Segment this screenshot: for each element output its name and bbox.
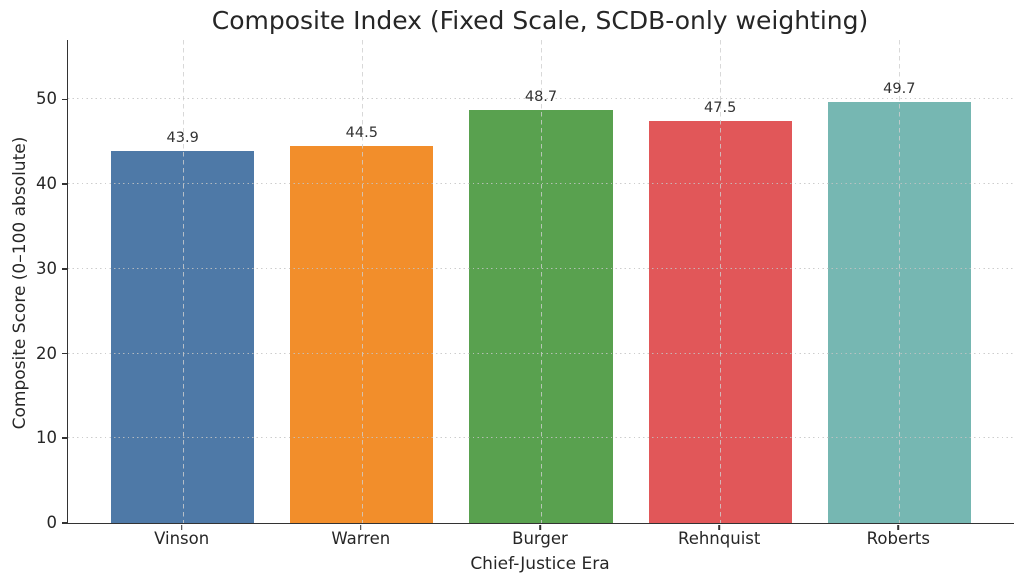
y-axis-label: Composite Score (0–100 absolute) [10,136,30,430]
y-tick-mark [62,437,67,440]
x-tick-mark [718,525,720,530]
y-tick-mark [62,267,67,270]
vertical-gridline [899,40,901,523]
x-tick-label-rehnquist: Rehnquist [677,529,761,548]
horizontal-gridline [68,183,1014,185]
horizontal-gridline [68,98,1014,100]
bar-value-label: 43.9 [166,130,199,147]
vertical-gridline [361,40,363,523]
bar-burger [469,110,613,523]
y-tick-label: 10 [36,428,57,448]
x-axis-label: Chief-Justice Era [470,554,610,574]
y-tick-label: 40 [36,174,57,194]
bar-roberts [827,101,971,523]
horizontal-gridline [68,267,1014,269]
y-tick-mark [62,522,67,524]
vertical-gridline [541,40,542,523]
x-tick-label-warren: Warren [331,529,391,548]
chart-title: Composite Index (Fixed Scale, SCDB-only … [211,6,869,35]
y-tick-label: 30 [36,258,57,278]
y-tick-label: 50 [36,89,57,109]
y-tick-label: 20 [36,343,57,363]
x-tick-mark [897,525,900,530]
x-tick-label-vinson: Vinson [154,529,210,548]
bar-value-label: 49.7 [883,80,916,97]
horizontal-gridline [68,437,1014,439]
bar-warren [290,145,434,523]
horizontal-gridline [68,352,1014,354]
x-tick-mark [539,525,541,530]
x-tick-label-roberts: Roberts [866,529,930,548]
x-tick-mark [360,525,362,530]
bar-value-label: 48.7 [524,89,558,106]
x-tick-mark [180,525,183,530]
y-tick-mark [62,352,67,355]
vertical-gridline [720,40,722,523]
y-tick-label: 0 [46,513,58,532]
vertical-gridline [182,40,184,523]
y-tick-mark [62,98,67,101]
x-tick-label-burger: Burger [512,529,568,548]
plot-area: 43.9 44.5 48.7 47.5 49.7 [67,40,1014,524]
bar-value-label: 47.5 [704,99,737,116]
y-tick-mark [62,183,67,185]
bar-value-label: 44.5 [345,124,378,141]
